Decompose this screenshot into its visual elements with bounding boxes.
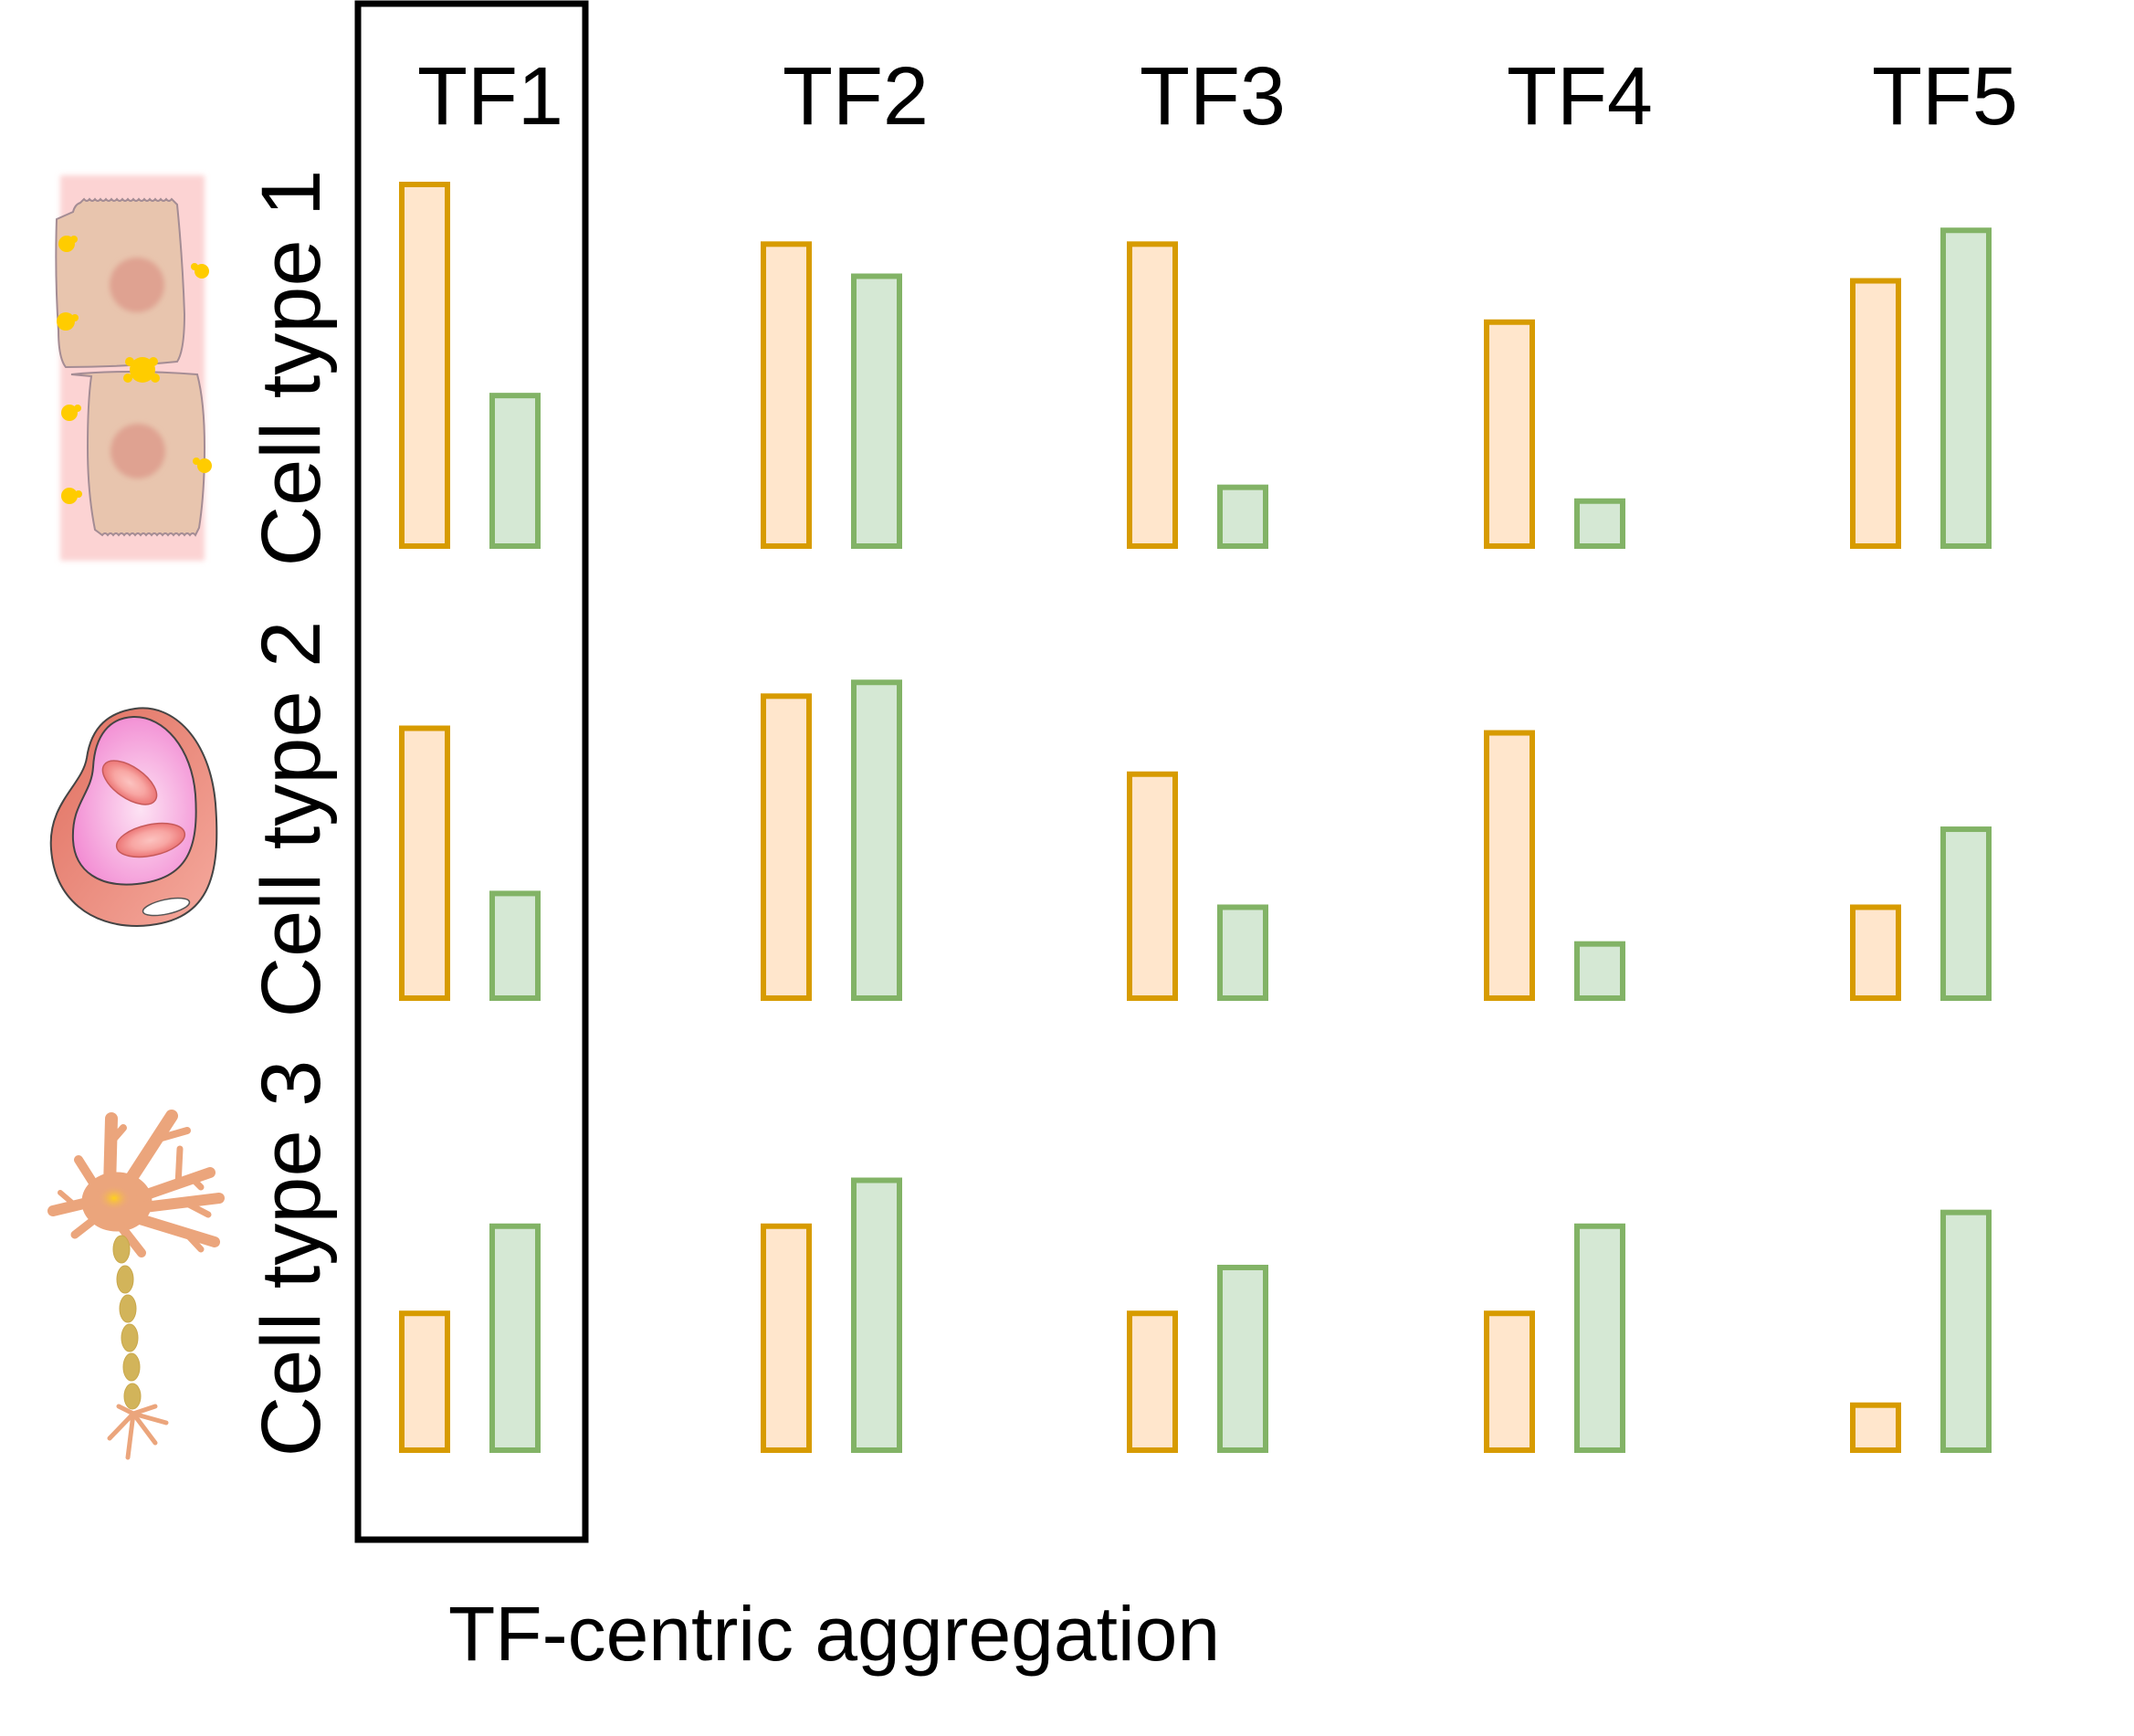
- row-label-cell-type-3: Cell type 3: [245, 1060, 338, 1457]
- tf1-highlight-box: [354, 0, 589, 1543]
- row-label-cell-type-1: Cell type 1: [245, 170, 338, 567]
- bar-orange-tf1-cell-type-3: [399, 1310, 450, 1453]
- epithelial-cells-icon: [55, 175, 212, 561]
- column-header-tf2: TF2: [783, 51, 929, 142]
- bar-orange-tf5-cell-type-3: [1850, 1402, 1901, 1453]
- bar-green-tf1-cell-type-3: [489, 1223, 541, 1453]
- bar-green-tf3-cell-type-3: [1217, 1264, 1268, 1453]
- bar-orange-tf2-cell-type-2: [761, 693, 812, 1001]
- row-label-cell-type-2: Cell type 2: [245, 621, 338, 1018]
- bar-green-tf1-cell-type-1: [489, 393, 541, 549]
- column-header-tf1: TF1: [417, 51, 563, 142]
- bar-orange-tf4-cell-type-3: [1484, 1310, 1535, 1453]
- bar-green-tf1-cell-type-2: [489, 890, 541, 1002]
- bar-orange-tf3-cell-type-3: [1127, 1310, 1178, 1453]
- bar-green-tf4-cell-type-2: [1574, 941, 1625, 1002]
- bar-orange-tf5-cell-type-1: [1850, 278, 1901, 549]
- bar-orange-tf1-cell-type-2: [399, 725, 450, 1001]
- blood-vessel-icon: [49, 707, 218, 928]
- neuron-icon: [47, 1110, 225, 1460]
- bar-orange-tf4-cell-type-1: [1484, 319, 1535, 549]
- figure-caption: TF-centric aggregation: [448, 1591, 1220, 1677]
- bar-orange-tf1-cell-type-1: [399, 182, 450, 549]
- bar-green-tf2-cell-type-3: [851, 1177, 902, 1453]
- bar-green-tf4-cell-type-3: [1574, 1223, 1625, 1453]
- column-headers: TF1 TF2 TF3 TF4 TF5: [417, 51, 2018, 142]
- column-header-tf3: TF3: [1140, 51, 1286, 142]
- bar-orange-tf3-cell-type-2: [1127, 771, 1178, 1001]
- bar-groups: [399, 182, 1992, 1454]
- bar-orange-tf5-cell-type-2: [1850, 904, 1901, 1001]
- bar-orange-tf3-cell-type-1: [1127, 241, 1178, 549]
- bar-green-tf4-cell-type-1: [1574, 498, 1625, 549]
- bar-green-tf2-cell-type-1: [851, 273, 902, 549]
- bar-orange-tf2-cell-type-3: [761, 1223, 812, 1453]
- bar-orange-tf4-cell-type-2: [1484, 730, 1535, 1002]
- bar-green-tf2-cell-type-2: [851, 679, 902, 1001]
- bar-orange-tf2-cell-type-1: [761, 241, 812, 549]
- column-header-tf4: TF4: [1507, 51, 1653, 142]
- bar-green-tf5-cell-type-2: [1940, 826, 1992, 1001]
- bar-green-tf3-cell-type-1: [1217, 484, 1268, 550]
- column-header-tf5: TF5: [1872, 51, 2018, 142]
- bar-green-tf5-cell-type-3: [1940, 1209, 1992, 1454]
- row-labels: Cell type 1 Cell type 2 Cell type 3: [245, 170, 338, 1457]
- bar-green-tf3-cell-type-2: [1217, 904, 1268, 1001]
- bar-green-tf5-cell-type-1: [1940, 227, 1992, 549]
